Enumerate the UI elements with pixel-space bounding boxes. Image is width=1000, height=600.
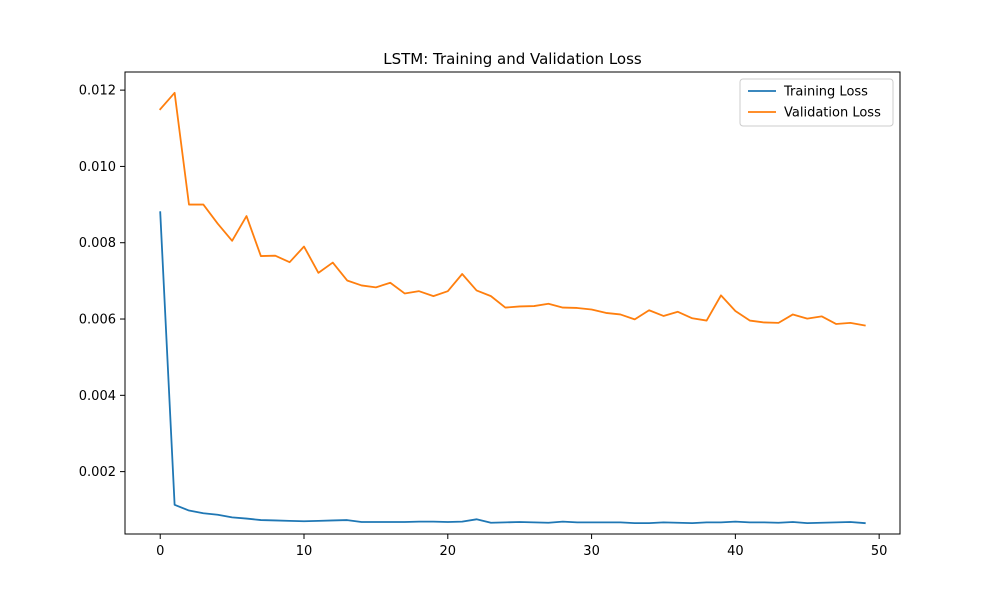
x-tick-label: 30 xyxy=(583,544,600,559)
chart-title: LSTM: Training and Validation Loss xyxy=(383,50,642,68)
x-tick-label: 0 xyxy=(156,544,164,559)
legend-label: Training Loss xyxy=(783,85,868,100)
y-tick-label: 0.004 xyxy=(79,389,116,404)
series-line-training-loss xyxy=(159,211,866,525)
series-line-validation-loss xyxy=(158,91,866,327)
y-tick-label: 0.008 xyxy=(79,236,116,251)
legend-label: Validation Loss xyxy=(784,106,881,121)
y-tick-label: 0.006 xyxy=(79,313,116,328)
plot-area xyxy=(125,72,900,534)
x-axis: 0 10 20 30 40 50 xyxy=(156,534,887,559)
x-tick-label: 20 xyxy=(440,544,457,559)
series-lines xyxy=(158,91,866,525)
y-tick-label: 0.012 xyxy=(79,84,116,99)
x-tick-label: 50 xyxy=(871,544,888,559)
x-tick-label: 40 xyxy=(727,544,744,559)
plot-frame xyxy=(124,71,901,535)
y-tick-label: 0.010 xyxy=(79,160,116,175)
y-axis: 0.002 0.004 0.006 0.008 0.010 0.012 xyxy=(79,84,125,480)
y-tick-label: 0.002 xyxy=(79,465,116,480)
x-tick-label: 10 xyxy=(296,544,313,559)
legend: Training Loss Validation Loss xyxy=(739,78,894,127)
legend-box xyxy=(739,78,894,127)
